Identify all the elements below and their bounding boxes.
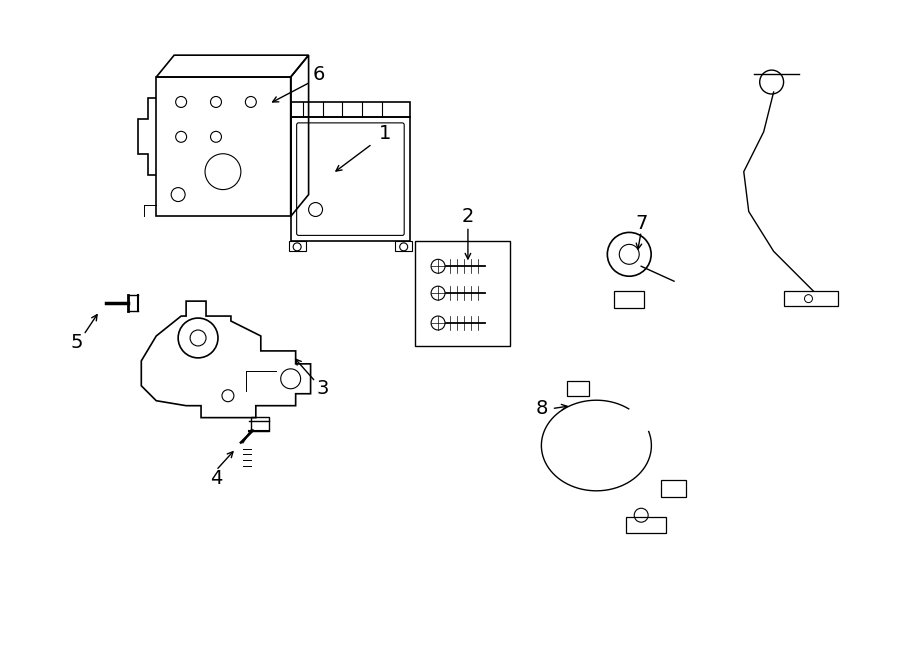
- Text: 5: 5: [70, 333, 83, 352]
- Text: 4: 4: [210, 469, 222, 488]
- Text: 8: 8: [536, 399, 548, 418]
- Text: 1: 1: [379, 124, 392, 143]
- Text: 7: 7: [635, 214, 647, 233]
- Text: 2: 2: [462, 207, 474, 226]
- Bar: [415, 241, 509, 346]
- Text: 6: 6: [312, 65, 325, 83]
- Text: 3: 3: [317, 379, 328, 399]
